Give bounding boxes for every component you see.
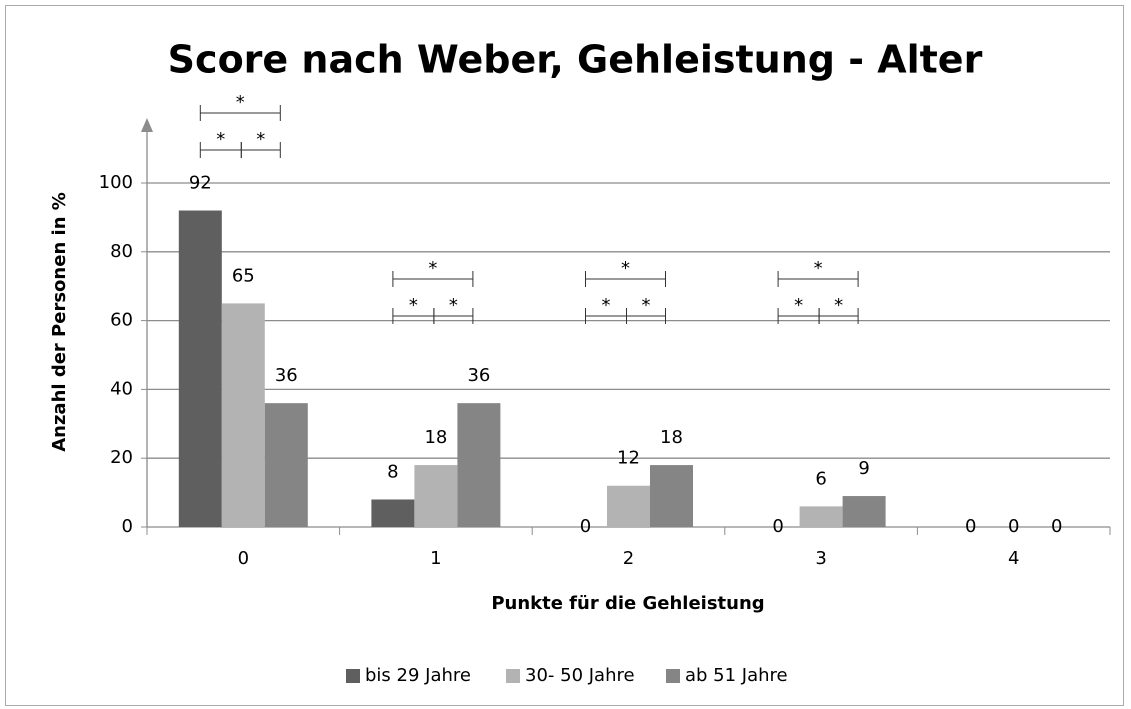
x-tick-label: 3 <box>815 548 826 569</box>
data-label: 6 <box>815 468 826 489</box>
x-tick-label: 2 <box>623 548 634 569</box>
significance-label: * <box>236 92 245 113</box>
data-label: 18 <box>660 427 683 448</box>
data-label: 0 <box>772 516 783 537</box>
bar <box>650 465 693 527</box>
bar <box>457 403 501 527</box>
y-tick-label: 0 <box>122 516 133 537</box>
data-label: 0 <box>580 516 591 537</box>
data-label: 12 <box>617 448 640 469</box>
data-label: 65 <box>232 265 255 286</box>
legend-swatch <box>346 669 360 683</box>
data-label: 9 <box>858 458 869 479</box>
y-tick-label: 100 <box>99 172 133 193</box>
legend-label: bis 29 Jahre <box>365 665 471 686</box>
bar <box>178 210 222 527</box>
bar <box>221 303 265 527</box>
significance-label: * <box>814 258 823 279</box>
significance-label: * <box>256 129 265 150</box>
legend-swatch <box>506 669 520 683</box>
x-tick-label: 1 <box>430 548 441 569</box>
data-label: 0 <box>1051 516 1062 537</box>
data-label: 36 <box>275 365 298 386</box>
significance-label: * <box>794 295 803 316</box>
bar <box>414 465 458 527</box>
chart-title: Score nach Weber, Gehleistung - Alter <box>168 38 983 82</box>
legend-label: ab 51 Jahre <box>685 665 788 686</box>
bar <box>607 485 650 527</box>
y-axis-label: Anzahl der Personen in % <box>49 192 70 452</box>
significance-label: * <box>216 129 225 150</box>
y-axis-arrow <box>141 118 153 132</box>
significance-label: * <box>621 258 630 279</box>
x-tick-label: 4 <box>1008 548 1019 569</box>
significance-label: * <box>449 295 458 316</box>
x-axis-label: Punkte für die Gehleistung <box>491 593 764 614</box>
bar <box>799 506 843 527</box>
y-tick-label: 40 <box>110 378 133 399</box>
y-tick-label: 60 <box>110 310 133 331</box>
y-tick-label: 80 <box>110 241 133 262</box>
bar <box>371 499 415 527</box>
data-label: 18 <box>424 427 447 448</box>
legend-label: 30- 50 Jahre <box>525 665 635 686</box>
significance-label: * <box>602 295 611 316</box>
significance-label: * <box>834 295 843 316</box>
significance-label: * <box>428 258 437 279</box>
data-label: 36 <box>467 365 490 386</box>
x-tick-label: 0 <box>238 548 249 569</box>
data-label: 0 <box>965 516 976 537</box>
significance-label: * <box>642 295 651 316</box>
bar <box>842 496 886 527</box>
significance-label: * <box>409 295 418 316</box>
data-label: 92 <box>189 173 212 194</box>
legend-swatch <box>666 669 680 683</box>
data-label: 0 <box>1008 516 1019 537</box>
data-label: 8 <box>387 461 398 482</box>
y-tick-label: 20 <box>110 447 133 468</box>
bar <box>264 403 308 527</box>
